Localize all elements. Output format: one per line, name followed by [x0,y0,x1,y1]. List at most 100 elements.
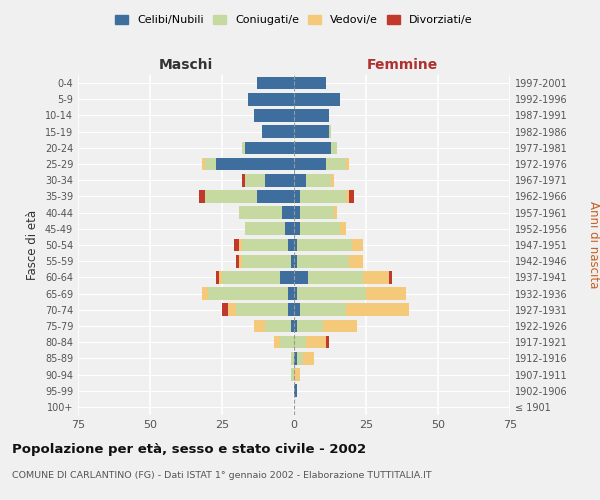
Bar [363,271,389,283]
Bar [291,368,294,381]
Bar [294,222,300,235]
Bar [300,222,340,235]
Bar [239,206,283,219]
Y-axis label: Fasce di età: Fasce di età [26,210,39,280]
Bar [222,304,228,316]
Bar [291,255,294,268]
Bar [222,271,280,283]
Bar [326,336,329,348]
Bar [239,238,242,252]
Bar [294,158,326,170]
Bar [349,190,355,202]
Bar [331,174,334,186]
Bar [239,255,242,268]
Bar [305,336,326,348]
Text: Popolazione per età, sesso e stato civile - 2002: Popolazione per età, sesso e stato civil… [12,442,366,456]
Bar [294,384,297,397]
Bar [349,255,363,268]
Bar [265,174,294,186]
Bar [294,190,300,202]
Text: Maschi: Maschi [159,58,213,72]
Bar [248,93,294,106]
Bar [294,271,308,283]
Bar [297,352,302,364]
Bar [236,304,288,316]
Bar [245,174,265,186]
Bar [262,126,294,138]
Bar [297,255,349,268]
Bar [326,158,346,170]
Bar [297,320,323,332]
Bar [366,288,406,300]
Bar [294,320,297,332]
Bar [280,336,294,348]
Bar [294,336,305,348]
Bar [265,320,291,332]
Bar [352,238,363,252]
Bar [202,158,205,170]
Bar [294,126,329,138]
Bar [257,77,294,90]
Legend: Celibi/Nubili, Coniugati/e, Vedovi/e, Divorziati/e: Celibi/Nubili, Coniugati/e, Vedovi/e, Di… [111,10,477,30]
Bar [305,174,331,186]
Bar [294,368,300,381]
Bar [297,288,366,300]
Bar [294,142,331,154]
Bar [283,206,294,219]
Bar [216,271,219,283]
Bar [294,206,300,219]
Bar [205,158,216,170]
Bar [291,352,294,364]
Bar [208,288,288,300]
Bar [280,271,294,283]
Bar [323,320,358,332]
Bar [228,304,236,316]
Bar [340,222,346,235]
Bar [300,190,346,202]
Bar [294,288,297,300]
Bar [294,174,305,186]
Bar [242,142,245,154]
Bar [245,222,286,235]
Bar [331,142,337,154]
Bar [242,174,245,186]
Y-axis label: Anni di nascita: Anni di nascita [587,202,600,288]
Bar [294,255,297,268]
Bar [254,109,294,122]
Bar [274,336,280,348]
Bar [254,320,265,332]
Bar [288,288,294,300]
Bar [302,352,314,364]
Bar [294,304,300,316]
Bar [334,206,337,219]
Bar [308,271,363,283]
Bar [329,126,331,138]
Bar [242,255,291,268]
Bar [205,190,257,202]
Bar [389,271,392,283]
Bar [297,238,352,252]
Bar [346,190,349,202]
Bar [291,320,294,332]
Bar [294,93,340,106]
Bar [236,255,239,268]
Bar [294,77,326,90]
Bar [202,288,208,300]
Bar [300,304,346,316]
Bar [288,238,294,252]
Bar [300,206,334,219]
Bar [219,271,222,283]
Bar [233,238,239,252]
Bar [245,142,294,154]
Bar [242,238,288,252]
Bar [286,222,294,235]
Bar [346,304,409,316]
Bar [288,304,294,316]
Bar [294,238,297,252]
Bar [257,190,294,202]
Bar [216,158,294,170]
Text: COMUNE DI CARLANTINO (FG) - Dati ISTAT 1° gennaio 2002 - Elaborazione TUTTITALIA: COMUNE DI CARLANTINO (FG) - Dati ISTAT 1… [12,470,431,480]
Bar [294,352,297,364]
Text: Femmine: Femmine [367,58,437,72]
Bar [294,109,329,122]
